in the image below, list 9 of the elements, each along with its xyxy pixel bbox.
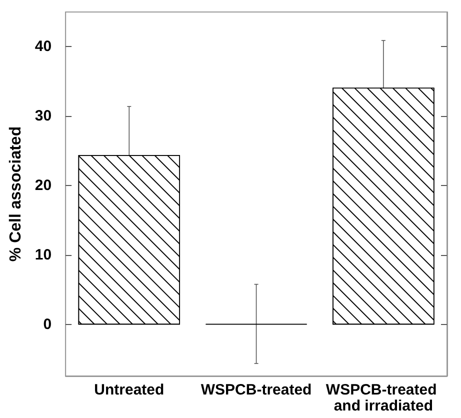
y-tick-label: 10: [34, 246, 52, 264]
x-tick-label: WSPCB-treated: [200, 382, 312, 398]
x-tick-label: Untreated: [94, 382, 164, 398]
y-tick-label: 20: [34, 177, 52, 194]
y-tick-label: 30: [34, 108, 52, 125]
y-tick-label: 40: [34, 38, 52, 56]
y-axis-title: % Cell associated: [8, 126, 24, 262]
x-tick-label: WSPCB-treated and irradiated: [326, 382, 441, 414]
y-tick-label: 0: [43, 316, 52, 334]
